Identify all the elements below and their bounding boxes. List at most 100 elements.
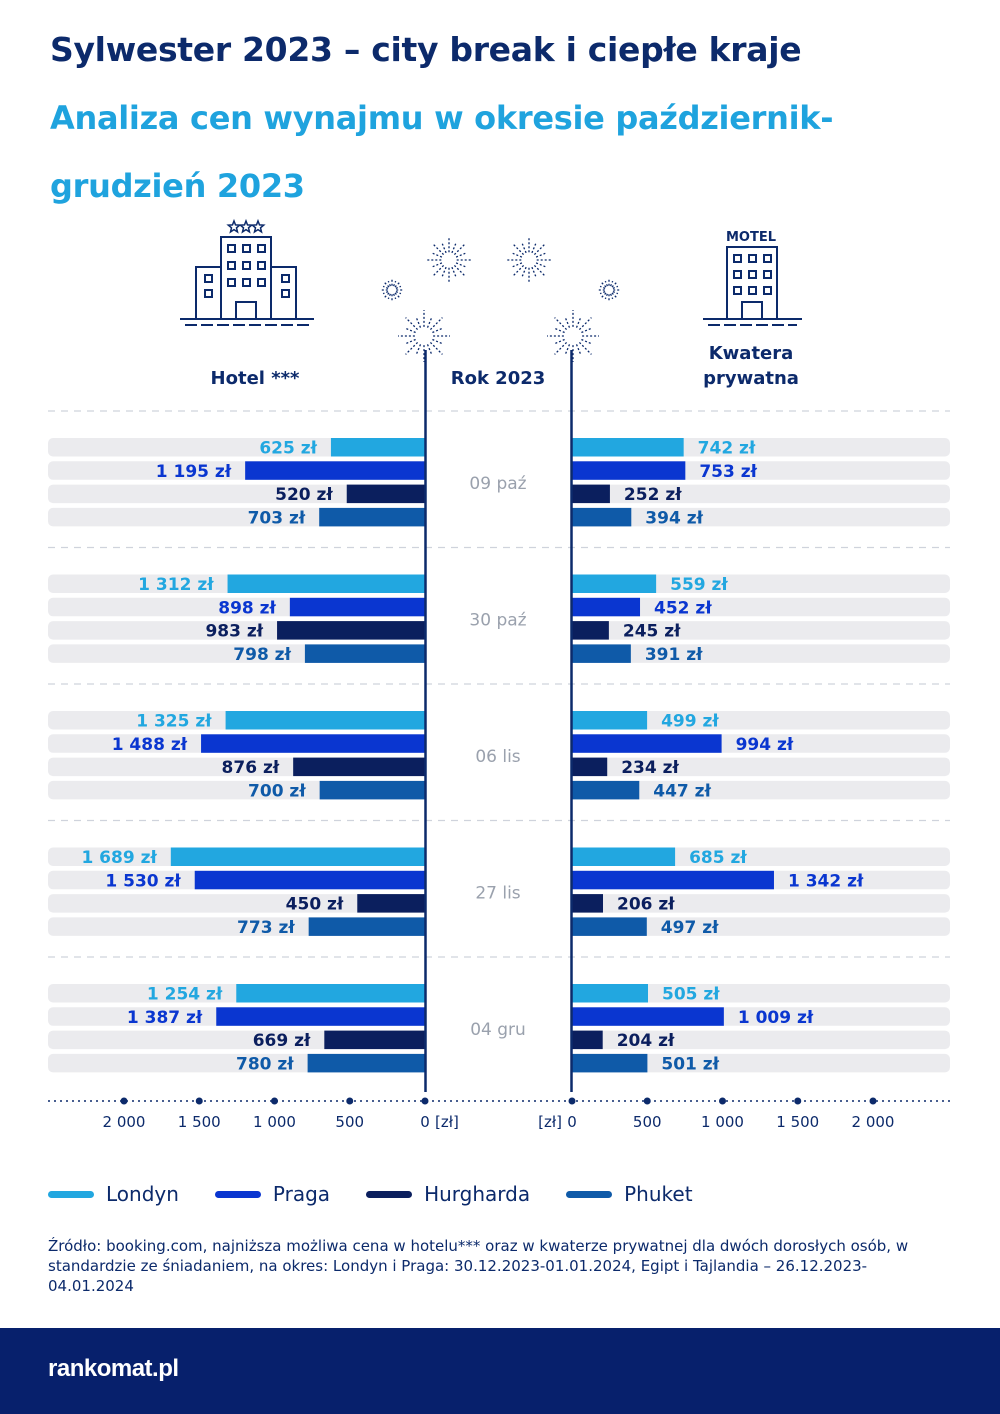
category-label: 09 paź [469, 474, 526, 494]
private-value-label: 204 zł [617, 1031, 675, 1051]
firework-icon [427, 238, 471, 282]
private-bar [572, 1030, 603, 1050]
legend-label: Praga [272, 1182, 331, 1206]
legend-swatch [566, 1190, 613, 1198]
hotel-value-label: 983 zł [205, 622, 263, 642]
hotel-bar [194, 870, 425, 890]
bar-track [572, 757, 950, 777]
hotel-value-label: 876 zł [222, 758, 280, 778]
axis-tick [120, 1097, 128, 1105]
private-value-label: 994 zł [736, 735, 794, 755]
private-value-label: 234 zł [621, 758, 679, 778]
right-panel-label: prywatna [703, 368, 799, 389]
bar-track [572, 621, 950, 640]
hotel-value-label: 450 zł [286, 895, 344, 915]
hotel-bar [308, 917, 425, 936]
private-value-label: 753 zł [699, 462, 757, 482]
hotel-bar [216, 1007, 425, 1026]
axis-tick [346, 1097, 354, 1105]
axis-tick [794, 1097, 802, 1105]
hotel-value-label: 703 zł [248, 508, 306, 528]
axis-tick [643, 1097, 651, 1105]
firework-icon [380, 278, 404, 302]
hotel-value-label: 1 530 zł [105, 871, 181, 891]
bar-track [572, 780, 950, 800]
hotel-bar [330, 438, 425, 457]
axis-tick-label: 1 000 [253, 1113, 296, 1131]
private-bar [572, 734, 722, 753]
bar-track [572, 894, 950, 913]
private-value-label: 206 zł [617, 895, 675, 915]
category-label: 30 paź [469, 611, 526, 631]
private-bar [572, 597, 641, 617]
private-bar [572, 574, 657, 593]
private-bar [572, 507, 632, 527]
bar-track [572, 984, 950, 1003]
legend-swatch [366, 1190, 413, 1198]
axis-tick [869, 1097, 877, 1105]
hotel-icon [180, 236, 314, 326]
legend: Londyn Praga Hurgharda Phuket [48, 1182, 729, 1206]
hotel-value-label: 898 zł [218, 598, 276, 618]
axis-tick-label: 1 500 [178, 1113, 221, 1131]
hotel-bar [357, 894, 425, 913]
motel-icon [703, 246, 802, 326]
private-bar [572, 438, 684, 457]
private-bar [572, 484, 610, 504]
private-bar [572, 621, 609, 640]
hotel-bar [277, 621, 425, 640]
axis-tick-label: 2 000 [103, 1113, 146, 1131]
axis-tick [271, 1097, 278, 1105]
private-bar [572, 780, 640, 800]
page-title: Sylwester 2023 – city break i ciepłe kra… [50, 30, 802, 69]
category-label: 06 lis [475, 747, 520, 767]
private-bar [572, 984, 649, 1003]
hotel-value-label: 520 zł [275, 485, 333, 505]
private-bar [572, 644, 631, 663]
private-value-label: 452 zł [654, 598, 712, 618]
axis-tick-label: 500 [335, 1113, 364, 1131]
axis-unit-label: [zł] [538, 1113, 562, 1131]
page-subtitle: Analiza cen wynajmu w okresie październi… [50, 99, 834, 205]
private-value-label: 559 zł [670, 575, 728, 595]
private-value-label: 447 zł [653, 781, 711, 801]
axis-tick-label: 1 500 [776, 1113, 819, 1131]
private-bar [572, 711, 648, 730]
hotel-value-label: 1 387 zł [127, 1008, 203, 1028]
hotel-bar [236, 984, 425, 1003]
hotel-value-label: 625 zł [259, 439, 317, 459]
category-label: 04 gru [470, 1020, 526, 1040]
axis-tick-label: 0 [567, 1113, 577, 1131]
rankomat-logo[interactable]: rankomat.pl [48, 1355, 179, 1382]
hotel-stars-icon [226, 218, 266, 234]
bar-track [572, 1030, 950, 1050]
private-value-label: 499 zł [661, 712, 719, 732]
axis-tick [568, 1097, 576, 1105]
private-value-label: 497 zł [661, 918, 719, 938]
private-bar [572, 847, 676, 866]
bar-track [48, 894, 425, 913]
axis-tick-label: 0 [420, 1113, 430, 1131]
hotel-value-label: 1 312 zł [138, 575, 214, 595]
legend-item: Hurgharda [366, 1182, 530, 1206]
hotel-value-label: 669 zł [253, 1031, 311, 1051]
hotel-bar [319, 780, 425, 800]
firework-icon [547, 310, 599, 362]
legend-item: Phuket [566, 1182, 693, 1206]
private-bar [572, 1007, 724, 1026]
left-panel-label: Hotel *** [211, 368, 301, 389]
hotel-bar [307, 1053, 425, 1073]
hotel-value-label: 1 325 zł [136, 712, 212, 732]
bar-track [572, 597, 950, 617]
private-value-label: 505 zł [662, 985, 720, 1005]
hotel-value-label: 798 zł [233, 645, 291, 665]
firework-icon [398, 310, 450, 362]
hotel-bar [324, 1030, 425, 1050]
private-value-label: 391 zł [645, 645, 703, 665]
legend-swatch [48, 1190, 94, 1198]
motel-sign: MOTEL [726, 230, 776, 245]
hotel-value-label: 1 488 zł [112, 735, 188, 755]
hotel-bar [225, 711, 425, 730]
firework-icon [507, 238, 551, 282]
hotel-bar [170, 847, 425, 866]
